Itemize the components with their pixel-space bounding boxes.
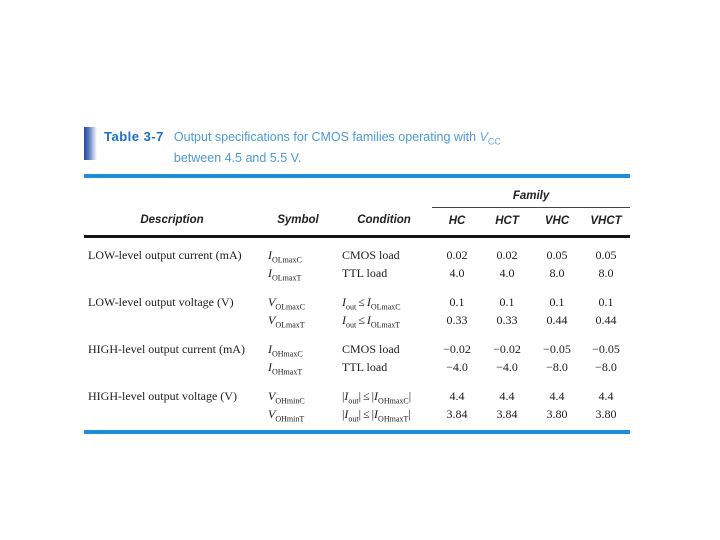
table-row: LOW-level output current (mA) IOLmaxC CM…	[84, 236, 630, 264]
column-header-vhct: VHCT	[582, 207, 631, 238]
table-row: HIGH-level output voltage (V) VOHminC |I…	[84, 376, 630, 405]
value-cell: −8.0	[546, 359, 568, 374]
family-group-header: Family	[432, 177, 631, 208]
symbol-cell: VOLmaxT	[268, 312, 305, 329]
column-header-hct: HCT	[482, 207, 533, 238]
value-cell: 3.84	[446, 406, 468, 421]
condition-cell: |Iout| ≤ |IOHmaxC|	[342, 388, 412, 405]
condition-cell: |Iout| ≤ |IOHmaxT|	[342, 406, 411, 423]
condition-cell: CMOS load	[342, 247, 400, 262]
family-header-spacer	[84, 178, 432, 208]
value-cell: 0.02	[446, 247, 468, 262]
table-row: VOLmaxT Iout ≤ IOLmaxT 0.33 0.33 0.44 0.44	[84, 311, 630, 329]
value-cell: 4.0	[499, 265, 515, 280]
value-cell: 8.0	[549, 265, 565, 280]
value-cell: −0.02	[443, 341, 471, 356]
value-cell: 0.05	[595, 247, 617, 262]
value-cell: 4.4	[549, 388, 565, 403]
caption-line2-text: between 4.5 and 5.5 V.	[173, 150, 302, 165]
symbol-cell: IOLmaxC	[268, 247, 302, 264]
table-caption: Output specifications for CMOS families …	[174, 129, 501, 166]
value-cell: −0.02	[493, 341, 521, 356]
spec-table: Family Description Symbol Condition HC H…	[84, 177, 631, 423]
value-cell: 0.1	[449, 294, 465, 309]
column-header-row: Description Symbol Condition HC HCT VHC …	[84, 207, 631, 238]
table-row: VOHminT |Iout| ≤ |IOHmaxT| 3.84 3.84 3.80 …	[84, 405, 630, 423]
top-divider	[84, 173, 630, 178]
condition-cell: Iout ≤ IOLmaxC	[342, 294, 401, 311]
value-cell: −4.0	[446, 359, 468, 374]
symbol-cell: VOHminC	[268, 388, 305, 405]
value-cell: 0.05	[546, 247, 568, 262]
condition-cell: TTL load	[342, 265, 388, 280]
value-cell: 0.1	[499, 294, 515, 309]
table-figure: Table 3-7 Output specifications for CMOS…	[84, 126, 631, 434]
value-cell: −0.05	[592, 341, 620, 356]
description-cell: LOW-level output current (mA)	[88, 247, 242, 262]
value-cell: 4.0	[449, 265, 465, 280]
value-cell: −4.0	[496, 359, 518, 374]
value-cell: 3.80	[595, 406, 617, 421]
column-header-description: Description	[84, 207, 260, 238]
value-cell: 0.44	[595, 312, 617, 327]
condition-cell: Iout ≤ IOLmaxT	[342, 312, 401, 329]
table-row: IOHmaxT TTL load −4.0 −4.0 −8.0 −8.0	[84, 358, 630, 376]
gradient-marker-icon	[84, 127, 97, 160]
value-cell: 0.33	[446, 312, 468, 327]
table-row: HIGH-level output current (mA) IOHmaxC C…	[84, 329, 630, 358]
description-cell: LOW-level output voltage (V)	[88, 294, 234, 309]
value-cell: −8.0	[595, 359, 617, 374]
column-header-vhc: VHC	[532, 207, 583, 238]
column-header-symbol: Symbol	[260, 207, 336, 238]
value-cell: 0.1	[598, 294, 614, 309]
value-cell: 4.4	[499, 388, 515, 403]
value-cell: 8.0	[598, 265, 614, 280]
symbol-cell: IOHmaxC	[268, 341, 303, 358]
column-header-hc: HC	[432, 207, 483, 238]
table-row: IOLmaxT TTL load 4.0 4.0 8.0 8.0	[84, 264, 630, 282]
description-cell: HIGH-level output current (mA)	[88, 341, 245, 356]
value-cell: 3.84	[496, 406, 518, 421]
value-cell: 3.80	[546, 406, 568, 421]
vcc-symbol: VCC	[479, 130, 501, 147]
condition-cell: TTL load	[342, 359, 388, 374]
table-title-block: Table 3-7 Output specifications for CMOS…	[84, 126, 630, 166]
value-cell: 4.4	[598, 388, 614, 403]
value-cell: −0.05	[543, 341, 571, 356]
description-cell: HIGH-level output voltage (V)	[88, 388, 237, 403]
table-row: LOW-level output voltage (V) VOLmaxC Iou…	[84, 282, 630, 311]
symbol-cell: VOHminT	[268, 406, 305, 423]
table-number-label: Table 3-7	[104, 129, 164, 144]
value-cell: 0.44	[546, 312, 568, 327]
value-cell: 4.4	[449, 388, 465, 403]
value-cell: 0.33	[496, 312, 518, 327]
family-header-row: Family	[84, 177, 631, 208]
symbol-cell: VOLmaxC	[268, 294, 306, 311]
bottom-divider	[84, 429, 630, 434]
condition-cell: CMOS load	[342, 341, 400, 356]
caption-line1-text: Output specifications for CMOS families …	[173, 130, 480, 144]
value-cell: 0.02	[496, 247, 518, 262]
value-cell: 0.1	[549, 294, 565, 309]
symbol-cell: IOLmaxT	[268, 265, 302, 282]
symbol-cell: IOHmaxT	[268, 359, 303, 376]
column-header-condition: Condition	[336, 207, 433, 238]
